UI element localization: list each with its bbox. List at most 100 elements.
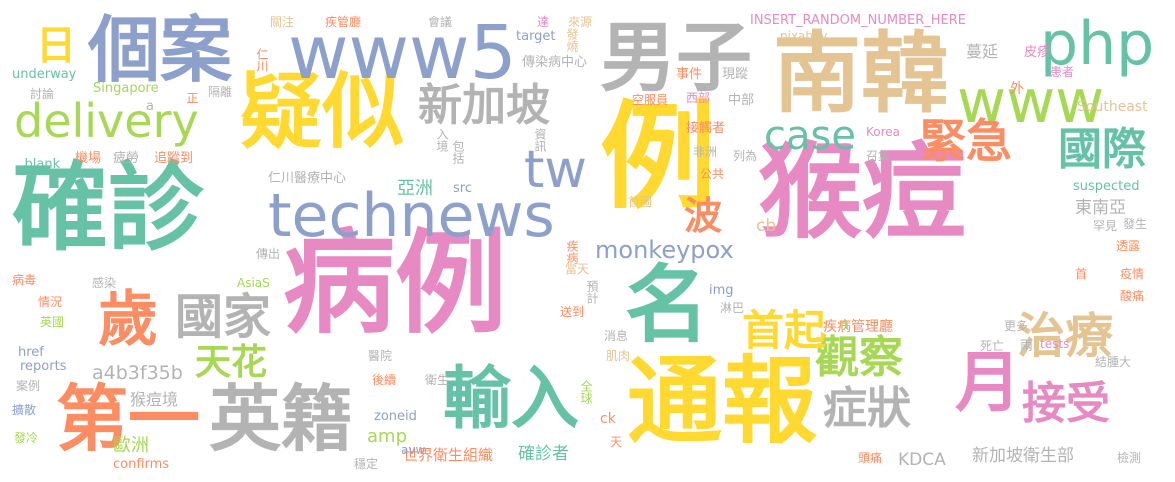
word: 擴散	[12, 403, 37, 417]
word: 首起	[742, 306, 827, 355]
word: 醫院	[368, 349, 393, 363]
word: reports	[20, 359, 67, 374]
word: 疾病	[565, 240, 579, 264]
word: 症狀	[823, 383, 911, 434]
word: 資訊	[533, 128, 547, 152]
word: 天花	[195, 342, 268, 383]
word: 患者	[1050, 65, 1075, 79]
word: 召集	[866, 149, 891, 163]
word: 穩定	[354, 457, 379, 471]
word: 透露	[1116, 239, 1141, 253]
word: 傳出	[256, 247, 281, 261]
word: tw	[524, 140, 587, 200]
word: 英國	[40, 315, 65, 329]
word: 空服員	[632, 93, 669, 107]
word: src	[453, 181, 472, 196]
word: 波	[684, 194, 723, 238]
word: 案例	[16, 379, 41, 393]
word: 南韓	[773, 22, 950, 125]
word: 酸痛	[1120, 289, 1145, 303]
word: 首圖	[628, 195, 653, 209]
word: 肌肉	[606, 349, 631, 363]
word: 發生	[1123, 217, 1148, 231]
word: www5	[288, 10, 517, 96]
word: 達	[537, 15, 550, 29]
word: confirms	[113, 457, 170, 472]
word: 追蹤到	[154, 151, 194, 166]
word: 疑似	[240, 65, 405, 160]
word: 新加坡	[418, 80, 550, 131]
word: 入境	[435, 128, 449, 152]
word: 病例	[283, 219, 507, 349]
word: www	[957, 67, 1105, 137]
word: 月	[955, 344, 1021, 421]
word: 日	[36, 23, 76, 69]
word: Southeast	[1077, 99, 1148, 115]
word: delivery	[14, 94, 199, 148]
word: 發燒	[565, 28, 579, 52]
word: 包括	[451, 140, 465, 164]
word: 接觸者	[686, 121, 726, 136]
word: 接受	[1022, 378, 1110, 429]
word: pixabay	[780, 29, 828, 43]
word: zoneid	[374, 409, 417, 424]
word: 疾管廳	[325, 15, 362, 29]
word: 感染	[92, 276, 117, 290]
word: 名	[625, 256, 710, 354]
word: 確診者	[518, 444, 569, 464]
word: Korea	[866, 125, 901, 139]
word: 關注	[270, 15, 295, 29]
word: 東南亞	[1075, 198, 1126, 218]
word: INSERT_RANDOM_NUMBER_HERE	[750, 13, 966, 28]
word: 確診	[12, 152, 204, 264]
word: n	[840, 317, 849, 333]
word: monkeypox	[595, 236, 734, 264]
word: 衛生	[425, 373, 450, 387]
word: 觀察	[815, 332, 903, 383]
word: 仁川	[255, 48, 269, 72]
word: 通報	[627, 347, 818, 457]
word: case	[764, 113, 856, 159]
word: 新加坡衛生部	[972, 446, 1074, 466]
word: 非洲	[693, 145, 718, 159]
word: 預計	[585, 280, 599, 304]
word: cb	[756, 216, 777, 236]
word: 亞洲	[397, 178, 433, 199]
word: 檢測	[1117, 451, 1142, 465]
word: 仁川醫療中心	[268, 171, 347, 186]
word: 公共	[700, 167, 725, 181]
word: 猴痘境	[130, 390, 179, 409]
word: 首	[1075, 267, 1088, 281]
word: 機場	[75, 151, 102, 166]
word: 罕見	[1093, 219, 1118, 233]
word: 兩	[1020, 339, 1034, 354]
word: 發冷	[14, 431, 39, 445]
word: 蔓延	[966, 42, 999, 61]
word: avw	[401, 443, 426, 457]
word: ck	[600, 411, 616, 427]
word: 傳染病中心	[522, 55, 588, 70]
word: 例	[600, 90, 716, 225]
word: 天	[610, 435, 623, 449]
word: 治療	[1017, 308, 1114, 364]
word: underway	[12, 67, 77, 82]
word: tests	[1040, 337, 1070, 351]
word: 猴痘	[758, 131, 967, 253]
word: 輸入	[443, 360, 580, 439]
word: a4b3f35b	[92, 362, 183, 384]
word: 正	[185, 92, 199, 104]
word: 現蹤	[722, 67, 749, 82]
word: 頭痛	[858, 451, 883, 465]
word: 歐洲	[113, 435, 149, 456]
word: 死亡	[980, 339, 1005, 353]
word: 第一	[56, 377, 201, 461]
word: _blank	[18, 157, 61, 172]
word: 當天	[565, 262, 590, 276]
word: 國家	[175, 289, 272, 345]
word: 消息	[604, 329, 629, 343]
word: 來源	[568, 15, 593, 29]
word: 疲勞	[113, 151, 140, 166]
word: KDCA	[898, 450, 946, 470]
word: href	[18, 345, 44, 360]
